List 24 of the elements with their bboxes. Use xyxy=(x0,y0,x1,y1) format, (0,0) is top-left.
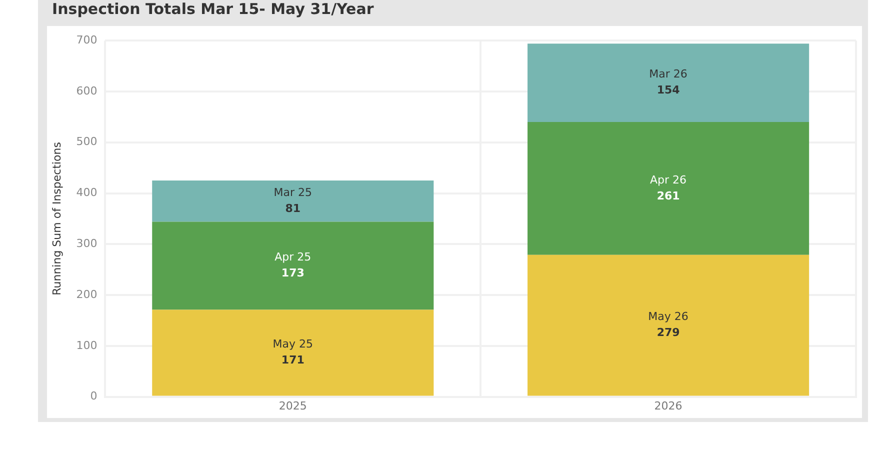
x-tick-label: 2026 xyxy=(654,399,682,412)
x-tick-label: 2025 xyxy=(278,399,307,412)
y-tick-label: 400 xyxy=(76,186,98,200)
bar xyxy=(152,180,434,222)
data-label: Mar 25 81 xyxy=(274,186,312,216)
y-tick-label: 200 xyxy=(76,288,98,301)
y-tick-label: 300 xyxy=(76,237,98,250)
bar xyxy=(528,122,810,255)
data-label: May 26 279 xyxy=(648,310,688,340)
y-tick-label: 700 xyxy=(76,33,98,46)
data-label: Mar 26 154 xyxy=(649,68,688,97)
data-label: May 25 171 xyxy=(272,338,314,367)
chart-title: Inspection Totals Mar 15- May 31/Year xyxy=(51,0,375,20)
data-label: Apr 25 173 xyxy=(274,250,312,280)
data-label: Apr 26 261 xyxy=(650,173,687,202)
bar xyxy=(152,310,434,396)
y-tick-label: 100 xyxy=(76,338,98,352)
bar xyxy=(152,222,434,310)
y-tick-label: 600 xyxy=(76,84,98,98)
bar xyxy=(528,254,810,396)
y-axis-title: Running Sum of Inspections xyxy=(50,142,64,296)
y-tick-label: 500 xyxy=(76,135,98,148)
y-tick-label: 0 xyxy=(90,390,98,403)
bar xyxy=(528,44,810,122)
